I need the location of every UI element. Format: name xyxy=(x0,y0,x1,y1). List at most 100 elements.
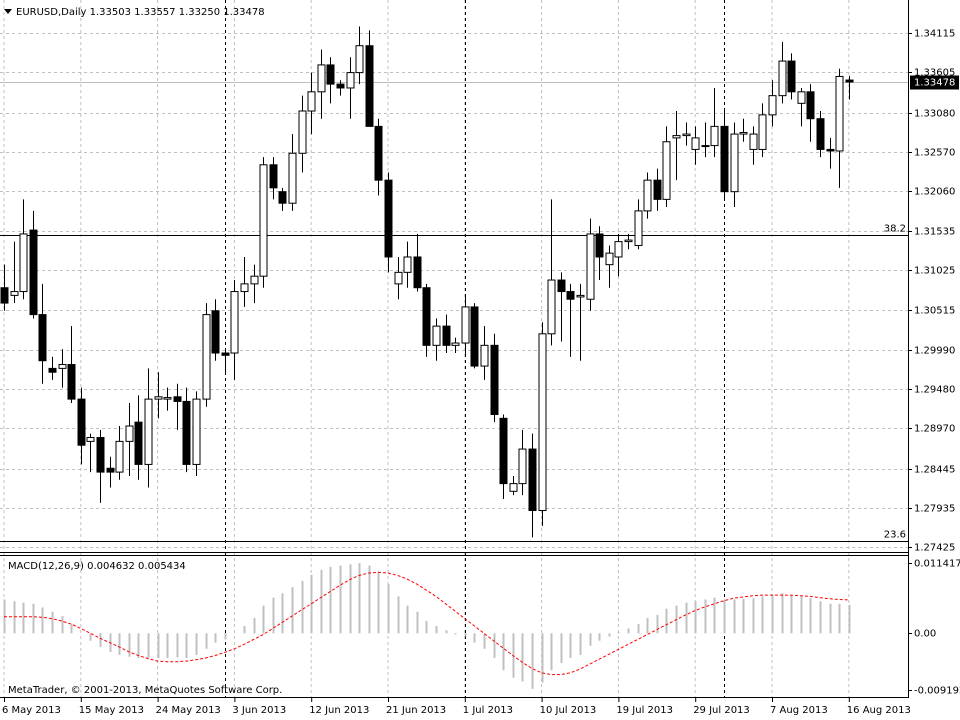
candle-body xyxy=(96,437,105,473)
candle-body xyxy=(566,291,575,300)
candle-body xyxy=(605,252,614,266)
candle-body xyxy=(547,279,556,335)
candle-body xyxy=(355,45,364,74)
candle-body xyxy=(691,137,700,150)
y-tick-label: 1.32060 xyxy=(914,187,955,198)
y-tick-label: 1.29990 xyxy=(914,346,955,357)
x-tick-label: 21 Jun 2013 xyxy=(386,705,446,716)
indicator-header: MACD(12,26,9) 0.004632 0.005434 xyxy=(8,561,186,572)
candle-body xyxy=(365,45,374,127)
y-tick-label: 1.33080 xyxy=(914,109,955,120)
candle-body xyxy=(278,191,287,204)
candle-body xyxy=(662,141,671,200)
x-tick-label: 3 Jun 2013 xyxy=(232,705,286,716)
candle-body xyxy=(269,164,278,189)
x-tick-label: 16 Aug 2013 xyxy=(847,705,911,716)
candle-body xyxy=(739,132,748,135)
y-tick-label: 0.00 xyxy=(914,629,936,640)
indicator-title: MACD(12,26,9) xyxy=(8,561,84,572)
candle-body xyxy=(29,229,38,316)
candle-body xyxy=(67,364,76,400)
candle-body xyxy=(48,367,57,373)
candle-body xyxy=(470,306,479,367)
candle-body xyxy=(317,64,326,93)
candle-body xyxy=(250,275,259,285)
last-close: 1.33478 xyxy=(223,7,264,18)
y-tick-label: 1.27425 xyxy=(914,543,955,554)
candle-body xyxy=(758,114,767,150)
x-tick-label: 29 Jul 2013 xyxy=(693,705,750,716)
candle-body xyxy=(480,344,489,367)
x-tick-label: 7 Aug 2013 xyxy=(770,705,828,716)
candle-body xyxy=(451,342,460,346)
candle-body xyxy=(0,287,9,304)
candle-body xyxy=(682,133,691,137)
candle-body xyxy=(58,364,67,369)
candle-body xyxy=(538,333,547,512)
candle-body xyxy=(144,398,153,465)
last-open: 1.33503 xyxy=(90,7,131,18)
macd-last: 0.004632 xyxy=(87,561,135,572)
candle-body xyxy=(614,241,623,258)
x-tick-label: 10 Jul 2013 xyxy=(540,705,597,716)
candle-body xyxy=(192,398,201,465)
candle-body xyxy=(557,279,566,293)
candle-body xyxy=(461,306,470,344)
candle-body xyxy=(518,448,527,485)
candle-body xyxy=(403,256,412,273)
y-tick-label: 1.31535 xyxy=(914,227,955,238)
candle-body xyxy=(499,417,508,485)
candle-body xyxy=(173,396,182,402)
candle-body xyxy=(240,283,249,293)
candle-body xyxy=(749,133,758,150)
symbol: EURUSD,Daily xyxy=(16,7,87,18)
candle-body xyxy=(816,118,825,150)
candle-body xyxy=(576,294,585,298)
candle-body xyxy=(221,352,230,356)
y-tick-label: 1.28445 xyxy=(914,465,955,476)
candle-body xyxy=(202,314,211,400)
candle-body xyxy=(845,79,854,83)
price-box xyxy=(910,75,959,90)
last-high: 1.33557 xyxy=(134,7,175,18)
candle-body xyxy=(394,271,403,285)
fib-level-label: 38.2 xyxy=(884,224,906,235)
candle-body xyxy=(230,291,239,354)
x-tick-label: 15 May 2013 xyxy=(79,705,144,716)
y-tick-label: 1.33605 xyxy=(914,68,955,79)
candle-body xyxy=(710,125,719,147)
candle-body xyxy=(346,72,355,89)
candle-body xyxy=(307,91,316,112)
footer: MetaTrader, © 2001-2013, MetaQuotes Soft… xyxy=(8,685,282,696)
candle-body xyxy=(86,437,95,442)
candle-body xyxy=(154,396,163,400)
candle-body xyxy=(643,179,652,212)
candle-body xyxy=(586,233,595,300)
menu-triangle xyxy=(4,9,12,14)
x-tick-label: 19 Jul 2013 xyxy=(616,705,673,716)
x-tick-label: 24 May 2013 xyxy=(156,705,221,716)
candle-body xyxy=(259,164,268,277)
candle-body xyxy=(826,148,835,152)
x-tick-label: 1 Jul 2013 xyxy=(463,705,513,716)
candle-body xyxy=(653,179,662,200)
candle-body xyxy=(797,91,806,104)
candle-body xyxy=(432,325,441,346)
candle-body xyxy=(509,483,518,492)
candle-body xyxy=(288,152,297,204)
candle-body xyxy=(672,135,681,139)
chart-header: EURUSD,Daily 1.33503 1.33557 1.33250 1.3… xyxy=(16,7,265,18)
candle-body xyxy=(730,133,739,193)
candle-body xyxy=(19,233,28,293)
candle-body xyxy=(384,179,393,258)
candle-body xyxy=(413,256,422,289)
candle-body xyxy=(835,75,844,152)
candle-body xyxy=(634,210,643,246)
candle-body xyxy=(163,397,172,400)
candle-body xyxy=(778,60,787,97)
y-tick-label: -0.009192 xyxy=(914,686,960,697)
candle-body xyxy=(768,95,777,116)
candle-body xyxy=(125,425,134,442)
